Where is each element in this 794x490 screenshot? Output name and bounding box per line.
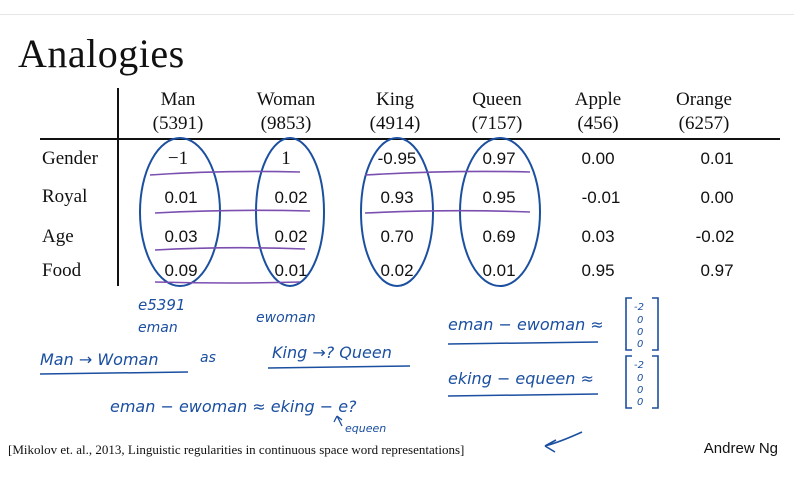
column-header-queen: Queen (7157) bbox=[447, 88, 547, 136]
ink-vector-entry: 0 bbox=[637, 327, 643, 338]
table-horizontal-rule bbox=[40, 138, 780, 140]
ink-vector-entry: -2 bbox=[634, 360, 644, 371]
ink-bracket bbox=[652, 355, 659, 409]
column-index: (7157) bbox=[471, 113, 523, 134]
ink-underline bbox=[447, 341, 599, 345]
table-cell: 0.00 bbox=[700, 188, 734, 207]
ink-ewoman: ewoman bbox=[256, 310, 316, 326]
ink-underline bbox=[364, 170, 531, 176]
table-cell: -0.95 bbox=[377, 149, 417, 168]
ink-underline bbox=[447, 393, 599, 397]
column-name: Queen bbox=[472, 89, 522, 110]
table-cell: 0.01 bbox=[482, 261, 516, 280]
table-cell: 0.01 bbox=[700, 149, 734, 168]
column-index: (4914) bbox=[369, 113, 421, 134]
ink-man-to-woman: Man → Woman bbox=[40, 350, 158, 369]
ink-eq2: eking − equeen ≈ bbox=[448, 369, 594, 388]
ink-e5391: e5391 bbox=[138, 296, 185, 314]
table-cell: 0.02 bbox=[274, 188, 308, 207]
ink-bracket bbox=[652, 297, 659, 351]
ink-vector-entry: 0 bbox=[637, 339, 643, 350]
table-cell: 0.69 bbox=[482, 227, 516, 246]
column-name: Orange bbox=[676, 89, 732, 110]
ink-eman: eman bbox=[138, 320, 178, 336]
ink-vector-entry: 0 bbox=[637, 397, 643, 408]
table-cell: 0.03 bbox=[164, 227, 198, 246]
ink-bracket bbox=[625, 355, 632, 409]
table-cell: 0.02 bbox=[380, 261, 414, 280]
column-index: (6257) bbox=[678, 113, 730, 134]
ink-equeen-note: equeen bbox=[345, 422, 386, 435]
table-cell: -0.02 bbox=[695, 227, 735, 246]
column-name: Man bbox=[160, 89, 196, 110]
ink-underline bbox=[39, 371, 189, 375]
ink-vector-entry: 0 bbox=[637, 385, 643, 396]
table-cell: 0.97 bbox=[700, 261, 734, 280]
table-cell: 0.01 bbox=[274, 261, 308, 280]
table-cell: 0.95 bbox=[482, 188, 516, 207]
ink-arrow-icon bbox=[333, 415, 343, 427]
row-label-royal: Royal bbox=[42, 186, 88, 207]
table-cell: 0.70 bbox=[380, 227, 414, 246]
table-cell: 0.95 bbox=[581, 261, 615, 280]
table-cell: 1 bbox=[281, 148, 291, 169]
ink-vector-entry: -2 bbox=[634, 302, 644, 313]
slide-title: Analogies bbox=[18, 31, 185, 76]
ink-arrow-icon bbox=[544, 431, 583, 453]
ink-vector-entry: 0 bbox=[637, 315, 643, 326]
table-cell: 0.97 bbox=[482, 149, 516, 168]
row-label-age: Age bbox=[42, 226, 74, 247]
ink-bracket bbox=[625, 297, 632, 351]
ink-vector-entry: 0 bbox=[637, 373, 643, 384]
column-index: (5391) bbox=[152, 113, 204, 134]
table-cell: 0.93 bbox=[380, 188, 414, 207]
citation: [Mikolov et. al., 2013, Linguistic regul… bbox=[8, 442, 465, 457]
table-cell: −1 bbox=[167, 148, 189, 169]
column-header-king: King (4914) bbox=[345, 88, 445, 136]
ink-underline bbox=[149, 170, 301, 176]
table-cell: -0.01 bbox=[581, 188, 621, 207]
column-name: Apple bbox=[574, 89, 622, 110]
ink-underline bbox=[154, 209, 311, 214]
column-index: (456) bbox=[577, 113, 619, 134]
ink-underline bbox=[154, 246, 306, 251]
column-name: Woman bbox=[256, 89, 316, 110]
column-index: (9853) bbox=[260, 113, 312, 134]
column-header-woman: Woman (9853) bbox=[236, 88, 336, 136]
table-cell: 0.09 bbox=[164, 261, 198, 280]
ink-eq1: eman − ewoman ≈ bbox=[448, 315, 604, 334]
ink-as: as bbox=[200, 350, 216, 366]
row-label-food: Food bbox=[42, 260, 82, 281]
row-label-gender: Gender bbox=[42, 148, 98, 169]
top-bar bbox=[0, 0, 794, 15]
column-header-apple: Apple (456) bbox=[548, 88, 648, 136]
ink-underline bbox=[364, 209, 531, 214]
ink-eq3: eman − ewoman ≈ eking − e? bbox=[110, 397, 357, 416]
table-cell: 0.02 bbox=[274, 227, 308, 246]
author-name: Andrew Ng bbox=[703, 440, 778, 457]
table-cell: 0.03 bbox=[581, 227, 615, 246]
ink-king-to-queen: King →? Queen bbox=[272, 343, 392, 362]
column-header-orange: Orange (6257) bbox=[654, 88, 754, 136]
ink-underline bbox=[154, 281, 301, 284]
table-vertical-rule bbox=[117, 88, 119, 286]
table-cell: 0.00 bbox=[581, 149, 615, 168]
table-cell: 0.01 bbox=[164, 188, 198, 207]
column-header-man: Man (5391) bbox=[128, 88, 228, 136]
column-name: King bbox=[376, 89, 414, 110]
ink-underline bbox=[267, 365, 411, 369]
